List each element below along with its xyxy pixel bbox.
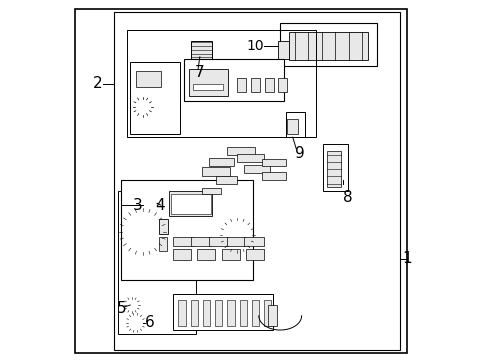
Circle shape xyxy=(124,297,140,313)
Bar xyxy=(159,237,166,251)
Bar xyxy=(237,154,264,162)
Circle shape xyxy=(228,226,246,244)
Bar xyxy=(216,176,237,184)
Bar xyxy=(135,71,160,87)
Circle shape xyxy=(126,314,144,332)
Circle shape xyxy=(138,102,147,111)
Text: 9: 9 xyxy=(294,146,304,161)
Bar xyxy=(190,41,212,59)
Bar xyxy=(267,305,276,327)
Text: 6: 6 xyxy=(144,315,154,330)
Bar xyxy=(173,294,272,330)
Circle shape xyxy=(247,197,255,206)
Bar xyxy=(226,237,246,246)
Bar xyxy=(201,188,221,194)
Text: 5: 5 xyxy=(116,301,126,316)
Bar xyxy=(288,32,367,60)
Bar xyxy=(203,300,210,327)
Bar xyxy=(208,237,228,246)
Bar xyxy=(246,249,264,260)
Circle shape xyxy=(131,318,140,328)
Bar xyxy=(190,237,210,246)
Bar xyxy=(285,112,305,137)
Bar xyxy=(250,78,260,93)
Bar xyxy=(244,237,264,246)
Bar xyxy=(326,152,340,187)
Circle shape xyxy=(156,104,164,113)
Bar xyxy=(173,237,192,246)
Bar xyxy=(280,23,376,66)
Bar xyxy=(114,12,399,350)
Bar xyxy=(262,158,285,166)
Bar xyxy=(126,30,315,137)
Text: 1: 1 xyxy=(402,251,411,266)
Bar xyxy=(239,300,246,327)
Bar xyxy=(244,165,269,173)
Circle shape xyxy=(130,219,155,244)
Bar xyxy=(121,180,253,280)
Text: 8: 8 xyxy=(343,190,352,205)
Bar xyxy=(173,249,190,260)
Bar xyxy=(251,300,259,327)
Text: 2: 2 xyxy=(93,76,102,91)
Circle shape xyxy=(230,263,244,276)
Bar xyxy=(159,219,167,234)
Bar xyxy=(237,78,246,93)
Bar xyxy=(227,300,234,327)
Bar xyxy=(287,119,298,134)
Bar xyxy=(130,62,180,134)
Text: 7: 7 xyxy=(195,65,204,80)
Circle shape xyxy=(209,263,222,276)
Text: 3: 3 xyxy=(132,198,142,212)
Bar xyxy=(262,172,285,180)
Bar xyxy=(197,249,215,260)
Bar xyxy=(278,41,288,59)
Bar xyxy=(323,144,347,191)
Bar xyxy=(222,249,239,260)
Bar xyxy=(208,158,233,166)
Bar xyxy=(118,191,196,334)
Bar xyxy=(169,191,212,216)
Text: 4: 4 xyxy=(155,198,165,212)
Circle shape xyxy=(261,183,270,192)
Bar xyxy=(264,78,273,93)
Circle shape xyxy=(119,208,165,255)
Circle shape xyxy=(228,197,238,206)
Circle shape xyxy=(137,226,148,237)
Text: 10: 10 xyxy=(246,39,264,53)
Circle shape xyxy=(220,218,254,252)
Bar xyxy=(278,78,287,93)
Bar xyxy=(264,300,271,327)
Bar xyxy=(192,84,223,90)
Bar xyxy=(226,147,255,155)
Bar xyxy=(190,300,198,327)
Bar xyxy=(183,59,283,102)
Bar xyxy=(201,167,230,176)
Bar xyxy=(189,69,228,96)
Bar xyxy=(171,194,210,214)
Bar xyxy=(178,300,185,327)
Bar xyxy=(215,300,222,327)
Circle shape xyxy=(268,165,277,174)
